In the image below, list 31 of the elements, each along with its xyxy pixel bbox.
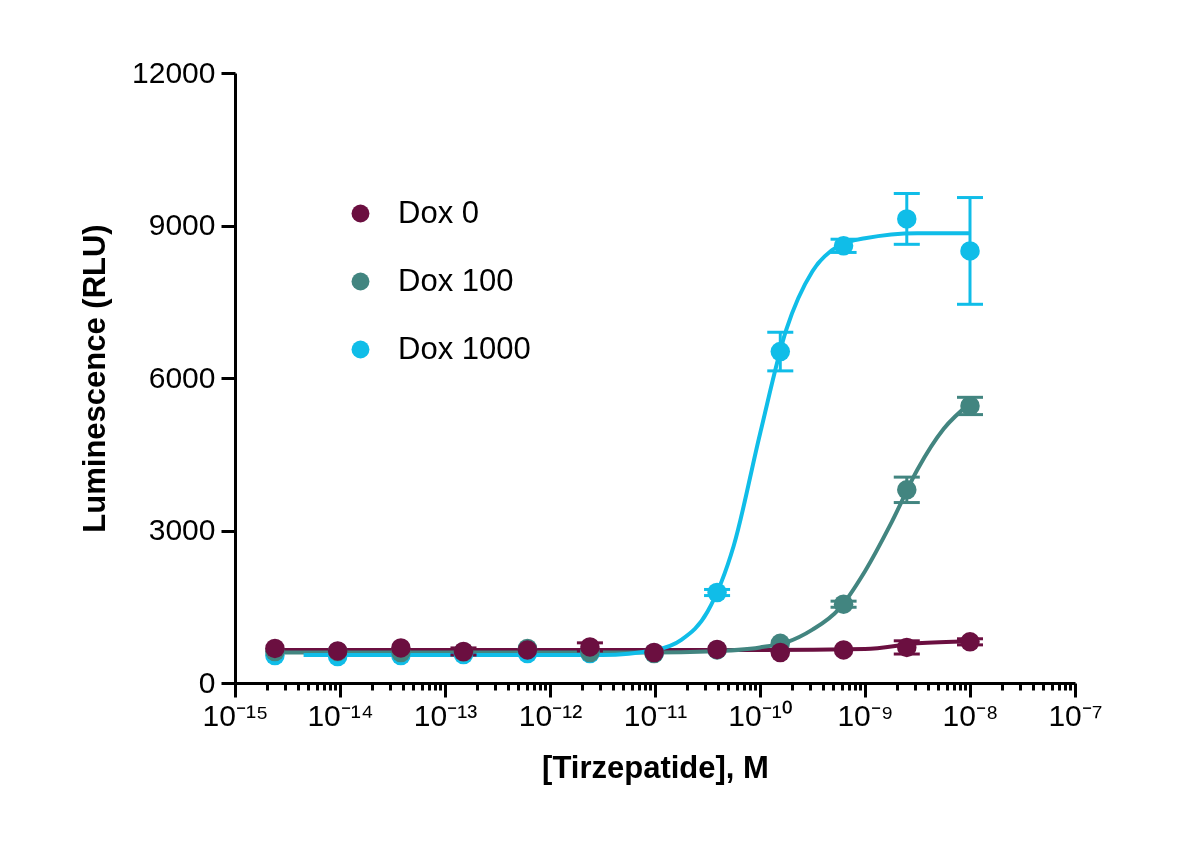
point: [833, 640, 854, 660]
point: [960, 241, 980, 261]
x-tick-label: 10⁻¹⁰: [728, 698, 793, 732]
point: [770, 341, 791, 362]
x-tick-label: 10⁻¹¹: [623, 698, 688, 732]
legend-label: Dox 100: [398, 262, 514, 298]
y-axis-title: Luminescence (RLU): [77, 224, 113, 533]
y-tick-label: 6000: [148, 360, 216, 394]
point: [897, 637, 917, 658]
point: [707, 582, 727, 603]
y-tick-label: 12000: [132, 55, 216, 89]
x-tick-label: 10⁻⁷: [1048, 698, 1103, 732]
x-tick-label: 10⁻⁹: [837, 698, 894, 732]
legend-label: Dox 0: [398, 194, 479, 230]
point: [897, 209, 917, 229]
point: [770, 642, 791, 663]
x-tick-label: 10⁻¹³: [413, 698, 478, 732]
point: [897, 480, 917, 500]
x-tick-label: 10⁻⁸: [942, 698, 999, 732]
x-axis-title: [Tirzepatide], M: [542, 749, 769, 785]
point: [960, 632, 980, 652]
x-tick-label: 10⁻¹⁴: [307, 698, 374, 732]
x-tick-label: 10⁻¹²: [518, 698, 583, 732]
y-tick-label: 9000: [148, 208, 216, 241]
point: [833, 594, 854, 614]
point: [391, 638, 411, 658]
y-tick-label: 3000: [148, 513, 216, 546]
x-tick-label: 10⁻¹⁵: [202, 698, 269, 732]
legend-label: Dox 1000: [398, 330, 531, 366]
point: [580, 637, 600, 657]
y-tick-label: 0: [198, 665, 216, 699]
